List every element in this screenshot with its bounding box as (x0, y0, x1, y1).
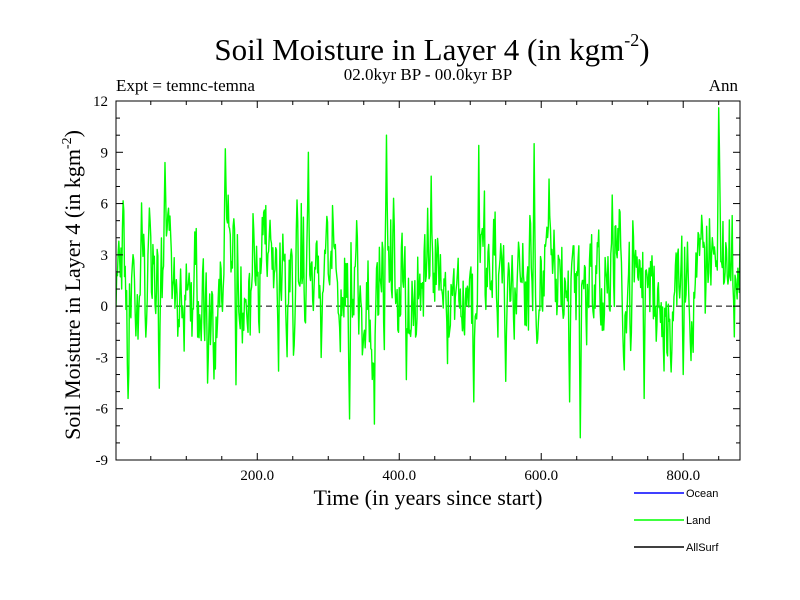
chart-title-close: ) (639, 32, 649, 67)
chart-subtitle: 02.0kyr BP - 00.0kyr BP (344, 65, 512, 84)
x-tick-label: 400.0 (382, 468, 416, 484)
x-tick-label: 600.0 (524, 468, 558, 484)
chart-title-superscript: -2 (624, 30, 639, 50)
legend: Ocean Land AllSurf (634, 488, 719, 554)
y-tick-label: 9 (101, 145, 109, 161)
y-tick-label: 12 (93, 94, 108, 110)
y-tick-label: 3 (101, 248, 109, 264)
season-label: Ann (709, 76, 739, 95)
experiment-label: Expt = temnc-temna (116, 76, 255, 95)
y-tick-label: 6 (101, 197, 109, 213)
plot-frame (115, 100, 741, 461)
series-line-land (116, 107, 740, 439)
legend-label-allsurf: AllSurf (686, 542, 719, 554)
svg-text:Soil Moisture in Layer 4 (in k: Soil Moisture in Layer 4 (in kgm-2) (60, 130, 85, 440)
x-tick-label: 800.0 (666, 468, 700, 484)
chart-title: Soil Moisture in Layer 4 (in kgm-2) (214, 30, 649, 67)
y-tick-label: -3 (96, 350, 109, 366)
y-tick-label: -6 (96, 402, 109, 418)
legend-label-ocean: Ocean (686, 488, 718, 500)
x-axis-title: Time (in years since start) (314, 485, 543, 510)
x-tick-label: 200.0 (240, 468, 274, 484)
y-axis-title-close: ) (60, 130, 85, 137)
legend-label-land: Land (686, 515, 710, 527)
chart-title-text: Soil Moisture in Layer 4 (in kgm (214, 32, 624, 67)
svg-text:Soil Moisture in Layer 4 (in k: Soil Moisture in Layer 4 (in kgm-2) (214, 30, 649, 67)
plot-area: -9 -6 -3 0 3 6 9 12 200.0 400.0 600.0 800.0 (93, 94, 741, 484)
y-axis-title-text: Soil Moisture in Layer 4 (in kgm (60, 149, 85, 440)
y-tick-label: 0 (101, 299, 109, 315)
y-tick-label: -9 (96, 453, 109, 469)
y-axis-title: Soil Moisture in Layer 4 (in kgm-2) (60, 130, 85, 440)
y-axis-title-superscript: -2 (60, 137, 75, 149)
